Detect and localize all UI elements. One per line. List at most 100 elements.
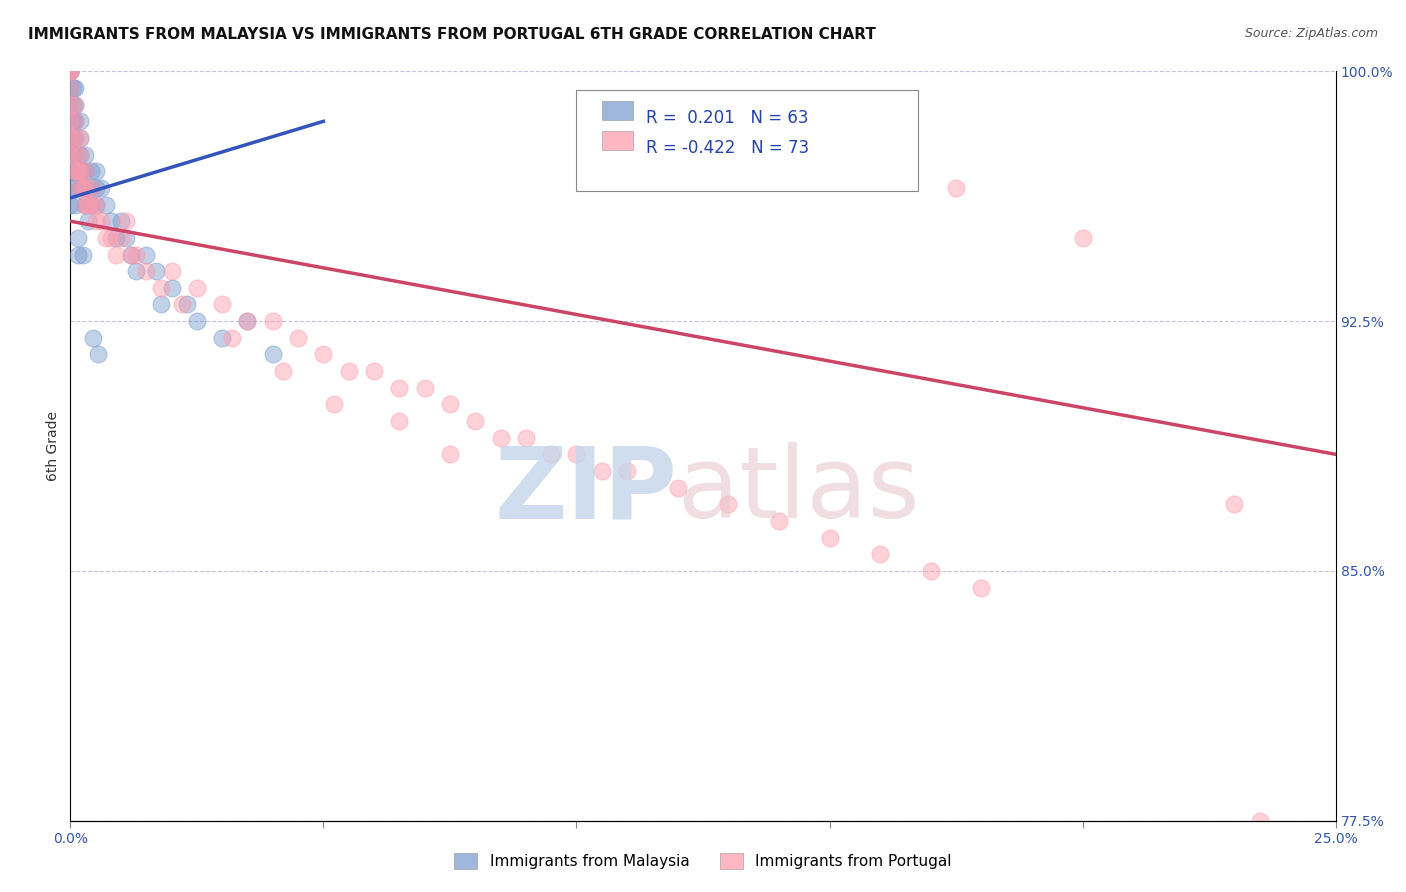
Point <box>768 514 790 528</box>
Point <box>59 64 82 78</box>
FancyBboxPatch shape <box>576 90 918 191</box>
Point <box>59 97 82 112</box>
Point <box>869 547 891 561</box>
Point <box>135 247 157 261</box>
Text: ZIP: ZIP <box>495 442 678 540</box>
Point <box>79 197 101 211</box>
Point <box>84 197 107 211</box>
Point <box>69 181 91 195</box>
Text: R =  0.201   N = 63: R = 0.201 N = 63 <box>645 109 808 127</box>
Point <box>110 214 132 228</box>
Point <box>120 247 142 261</box>
Point <box>77 197 100 211</box>
Point <box>616 464 638 478</box>
Point <box>59 64 82 78</box>
Point <box>72 181 94 195</box>
Point <box>262 347 284 361</box>
Point <box>515 431 537 445</box>
Point <box>75 181 97 195</box>
Point <box>65 181 87 195</box>
Point <box>75 164 97 178</box>
Point <box>104 231 127 245</box>
Point <box>540 447 562 461</box>
Point <box>65 97 87 112</box>
Point <box>79 181 101 195</box>
Point <box>84 164 107 178</box>
Point <box>75 181 97 195</box>
Point <box>150 297 173 311</box>
Point <box>59 64 82 78</box>
Point <box>236 314 259 328</box>
Point <box>59 147 82 161</box>
Point <box>77 214 100 228</box>
Point <box>84 197 107 211</box>
Point <box>65 114 87 128</box>
Point <box>79 181 101 195</box>
Point <box>1223 497 1246 511</box>
Point <box>84 214 107 228</box>
Point <box>439 397 461 411</box>
Point <box>69 147 91 161</box>
Point <box>160 264 183 278</box>
Point <box>388 381 411 395</box>
Legend: Immigrants from Malaysia, Immigrants from Portugal: Immigrants from Malaysia, Immigrants fro… <box>449 847 957 875</box>
Point <box>1071 231 1094 245</box>
Point <box>337 364 360 378</box>
Text: Source: ZipAtlas.com: Source: ZipAtlas.com <box>1244 27 1378 40</box>
Point <box>62 81 84 95</box>
Text: atlas: atlas <box>678 442 920 540</box>
Point <box>970 581 993 595</box>
Point <box>818 531 841 545</box>
Point <box>75 197 97 211</box>
Point <box>287 331 309 345</box>
Point <box>59 131 82 145</box>
Point <box>125 264 148 278</box>
Point <box>75 197 97 211</box>
Point <box>65 197 87 211</box>
Point <box>186 281 208 295</box>
Point <box>94 197 117 211</box>
Point <box>125 247 148 261</box>
Point <box>150 281 173 295</box>
Point <box>945 181 967 195</box>
Point <box>211 297 233 311</box>
Point <box>69 131 91 145</box>
Point <box>59 147 82 161</box>
Point <box>59 64 82 78</box>
Point <box>62 131 84 145</box>
Point <box>69 147 91 161</box>
Point <box>115 214 138 228</box>
Point <box>66 164 89 178</box>
Y-axis label: 6th Grade: 6th Grade <box>46 411 60 481</box>
Point <box>79 164 101 178</box>
Point <box>65 131 87 145</box>
Point <box>439 447 461 461</box>
Point <box>69 164 91 178</box>
Point <box>271 364 294 378</box>
Point <box>221 331 243 345</box>
Point <box>59 114 82 128</box>
Point <box>62 147 84 161</box>
Point <box>388 414 411 428</box>
Point <box>104 247 127 261</box>
Point <box>69 164 91 178</box>
Text: R = -0.422   N = 73: R = -0.422 N = 73 <box>645 139 810 157</box>
Point <box>62 114 84 128</box>
Point <box>170 297 193 311</box>
Point <box>65 164 87 178</box>
Point <box>69 131 91 145</box>
Point <box>65 147 87 161</box>
Point <box>62 97 84 112</box>
Point <box>82 331 104 345</box>
Point <box>65 131 87 145</box>
Point <box>65 97 87 112</box>
Point <box>666 481 689 495</box>
Point <box>120 247 142 261</box>
Point <box>363 364 385 378</box>
Point <box>322 397 344 411</box>
Point <box>100 214 122 228</box>
Point <box>59 131 82 145</box>
Point <box>115 231 138 245</box>
Point <box>160 281 183 295</box>
Point <box>591 464 613 478</box>
